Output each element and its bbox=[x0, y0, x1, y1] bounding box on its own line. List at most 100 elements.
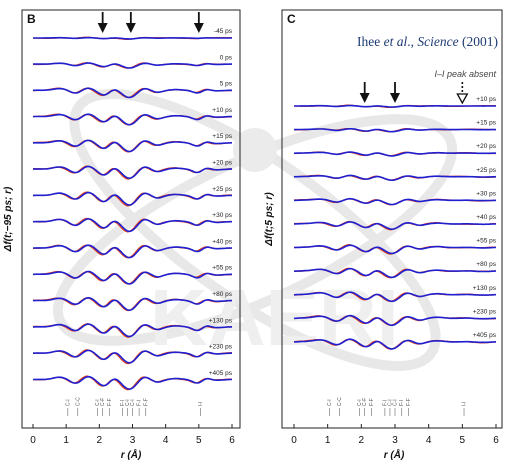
trace-experiment-line bbox=[294, 128, 496, 133]
x-tick-label: 0 bbox=[30, 435, 36, 446]
citation-etal: et al bbox=[384, 34, 408, 49]
trace-experiment-line bbox=[294, 151, 497, 157]
trace-delay-label: 5 ps bbox=[220, 81, 233, 88]
trace-experiment-line bbox=[293, 244, 496, 255]
trace-delay-label: +80 ps bbox=[212, 291, 232, 298]
x-tick-label: 2 bbox=[359, 435, 365, 446]
peak-arrow bbox=[390, 82, 400, 103]
x-tick-label: 2 bbox=[97, 435, 103, 446]
trace-delay-label: +30 ps bbox=[212, 212, 232, 219]
distance-marker-label: F-F bbox=[406, 398, 412, 406]
trace-experiment-line bbox=[33, 191, 232, 206]
trace-delay-label: +10 ps bbox=[476, 96, 496, 103]
trace-delay-label: +55 ps bbox=[476, 238, 496, 245]
panel-b-x-ticks: 0 1 2 3 4 5 6 bbox=[30, 424, 235, 446]
panel-b: B -45 ps 0 ps 5 ps +10 ps +15 ps +20 ps +25 ps… bbox=[3, 9, 241, 461]
x-tick-label: 4 bbox=[163, 435, 169, 446]
trace-experiment-line bbox=[293, 291, 496, 303]
panel-c-distance-markers: C-I C-C C-I C-F F-F F-I C-I C-I F-I F-F I-I bbox=[327, 397, 468, 416]
peak-arrow bbox=[97, 12, 108, 33]
trace-delay-label: +405 ps bbox=[209, 370, 233, 377]
x-tick-label: 3 bbox=[392, 435, 398, 446]
trace-experiment-line bbox=[33, 218, 232, 233]
panel-b-x-axis-title: r (Å) bbox=[121, 448, 142, 461]
panel-c-arrows bbox=[359, 82, 469, 105]
trace-experiment-line bbox=[293, 174, 497, 181]
distance-marker-label: C-I bbox=[327, 399, 333, 406]
watermark-logo: KAERI bbox=[52, 89, 458, 371]
citation: Ihee et al., Science (2001) bbox=[357, 34, 498, 49]
svg-text:KAERI: KAERI bbox=[150, 273, 399, 362]
x-tick-label: 5 bbox=[196, 435, 202, 446]
trace-experiment-line bbox=[33, 87, 232, 99]
trace-experiment-line bbox=[33, 244, 232, 259]
trace-delay-label: 0 ps bbox=[220, 54, 233, 61]
distance-marker-label: C-I bbox=[357, 399, 363, 406]
x-tick-label: 1 bbox=[63, 435, 69, 446]
distance-marker-label: I-I bbox=[198, 402, 204, 406]
trace-delay-label: +25 ps bbox=[212, 186, 232, 193]
citation-sep: ., bbox=[407, 34, 417, 49]
trace-experiment-line bbox=[293, 314, 496, 327]
x-tick-label: 6 bbox=[229, 435, 235, 446]
panel-c-y-axis-title: Δf(t;5 ps; r) bbox=[264, 192, 275, 247]
distance-marker-label: C-F bbox=[362, 398, 368, 406]
trace-delay-label: +25 ps bbox=[476, 167, 496, 174]
distance-marker-label: F-F bbox=[143, 398, 149, 406]
trace-delay-label: +230 ps bbox=[209, 344, 233, 351]
trace-experiment-line bbox=[293, 267, 496, 279]
distance-marker-label: F-I bbox=[137, 400, 143, 406]
citation-journal: Science bbox=[417, 34, 458, 49]
panel-c-x-axis-title: r (Å) bbox=[384, 448, 405, 461]
trace-delay-label: +130 ps bbox=[209, 317, 233, 324]
trace-delay-label: -45 ps bbox=[214, 28, 233, 35]
trace-delay-label: +40 ps bbox=[212, 238, 232, 245]
trace-delay-label: +15 ps bbox=[476, 120, 496, 127]
trace-delay-label: +405 ps bbox=[473, 332, 497, 339]
panel-c-frame bbox=[281, 9, 503, 429]
peak-arrow bbox=[125, 12, 136, 33]
distance-marker-label: C-I bbox=[130, 399, 136, 406]
trace-experiment-line bbox=[293, 197, 497, 206]
x-tick-label: 6 bbox=[493, 435, 499, 446]
peak-arrow bbox=[456, 82, 469, 105]
distance-marker-label: C-C bbox=[75, 397, 81, 406]
trace-delay-label: +20 ps bbox=[476, 143, 496, 150]
x-tick-label: 3 bbox=[130, 435, 136, 446]
distance-marker-label: F-F bbox=[107, 398, 113, 406]
citation-author: Ihee bbox=[357, 34, 384, 49]
trace-delay-label: +80 ps bbox=[476, 261, 496, 268]
distance-marker-label: F-I bbox=[120, 400, 126, 406]
panel-b-frame bbox=[21, 9, 241, 429]
distance-marker-label: C-F bbox=[100, 398, 106, 406]
panel-b-traces: -45 ps 0 ps 5 ps +10 ps +15 ps +20 ps +25 ps +3… bbox=[32, 28, 233, 391]
trace-delay-label: +15 ps bbox=[212, 133, 232, 140]
distance-marker-label: C-I bbox=[125, 399, 131, 406]
trace-experiment-line bbox=[33, 323, 232, 338]
trace-delay-label: +40 ps bbox=[476, 214, 496, 221]
trace-experiment-line bbox=[33, 62, 232, 69]
peak-arrow bbox=[359, 82, 370, 103]
distance-marker-label: C-I bbox=[65, 399, 71, 406]
trace-experiment-line bbox=[293, 221, 497, 231]
panel-b-arrows bbox=[97, 12, 204, 33]
panel-c-traces: +10 ps +15 ps +20 ps +25 ps +30 ps +40 ps +55 … bbox=[293, 96, 497, 350]
trace-delay-label: +10 ps bbox=[212, 107, 232, 114]
trace-experiment-line bbox=[33, 296, 232, 312]
trace-experiment-line bbox=[32, 139, 232, 153]
distance-marker-label: C-I bbox=[393, 399, 399, 406]
panel-c: C I–I peak absent +10 ps +15 ps +20 ps +25 … bbox=[264, 9, 503, 461]
panel-c-x-ticks: 0 1 2 3 4 5 6 bbox=[291, 424, 499, 446]
trace-experiment-line bbox=[32, 113, 233, 126]
trace-delay-label: +230 ps bbox=[473, 308, 497, 315]
trace-experiment-line bbox=[294, 104, 496, 108]
distance-marker-label: C-I bbox=[95, 399, 101, 406]
distance-marker-label: I-I bbox=[462, 402, 468, 406]
x-tick-label: 0 bbox=[291, 435, 297, 446]
trace-experiment-line bbox=[293, 338, 496, 350]
trace-experiment-line bbox=[33, 165, 232, 180]
distance-marker-label: F-I bbox=[382, 400, 388, 406]
citation-year: (2001) bbox=[459, 34, 498, 49]
x-tick-label: 4 bbox=[426, 435, 432, 446]
